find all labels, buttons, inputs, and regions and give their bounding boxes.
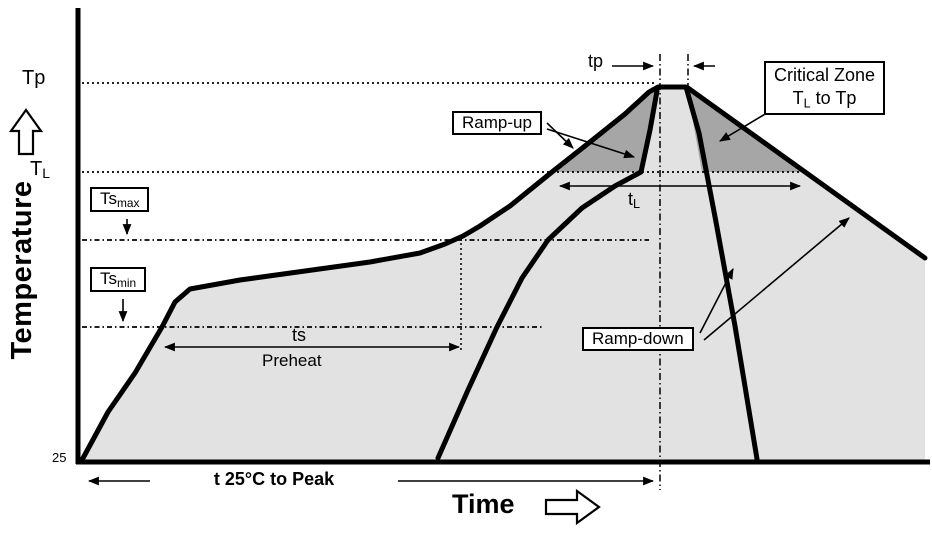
ramp-up-pointer-arrow-2 — [546, 128, 636, 159]
profile-area-fill — [82, 87, 925, 460]
tl-temp-base: T — [30, 158, 43, 180]
ramp-down-pointer-arrow-2 — [703, 217, 850, 341]
temperature-up-arrow-icon — [8, 108, 44, 156]
critical-zone-line1: Critical Zone — [774, 65, 876, 85]
ramp-up-pointer-arrow-1 — [546, 122, 574, 149]
ts-time-label: ts — [292, 325, 307, 345]
tp-temp-label: Tp — [22, 68, 45, 89]
ramp-up-label-box: Ramp-up — [452, 111, 542, 135]
critical-zone-label-box: Critical Zone TL to Tp — [764, 61, 886, 115]
tp-time-label: tp — [588, 51, 604, 71]
time-right-arrow-icon — [544, 488, 601, 526]
critical-zone-line2-base: T — [792, 87, 804, 108]
tp-temp-text: Tp — [22, 67, 46, 89]
tl-time-base: t — [628, 189, 634, 209]
origin-temp-label: 25 — [52, 450, 67, 465]
tl-temp-label: TL — [30, 159, 50, 181]
tl-temp-sub: L — [42, 165, 51, 182]
tsmin-base: Ts — [100, 269, 117, 288]
critical-zone-pointer-arrow — [719, 109, 773, 142]
tsmin-label-box: Tsmin — [90, 267, 147, 293]
x-axis-label: Time — [452, 489, 515, 519]
ramp-down-label-box: Ramp-down — [582, 327, 694, 351]
t-25c-to-peak-label: t 25°C to Peak — [150, 469, 398, 490]
tsmax-sub: max — [117, 195, 140, 210]
ramp-down-pointer-arrow-1 — [699, 268, 734, 334]
tsmax-base: Ts — [100, 189, 117, 208]
tsmin-sub: min — [117, 275, 137, 290]
critical-zone-line2-sub: L — [803, 95, 811, 110]
profile-curve-max — [79, 84, 760, 463]
ramp-down-outer-line — [685, 85, 928, 261]
tl-time-label: tL — [628, 190, 640, 211]
critical-zone-line2: TL to Tp — [774, 87, 875, 112]
tsmax-label-box: Tsmax — [90, 187, 150, 213]
preheat-label: Preheat — [262, 351, 322, 370]
tl-time-sub: L — [633, 196, 641, 211]
critical-zone-line2-rest: to Tp — [810, 87, 857, 108]
profile-curve-min — [435, 88, 660, 461]
